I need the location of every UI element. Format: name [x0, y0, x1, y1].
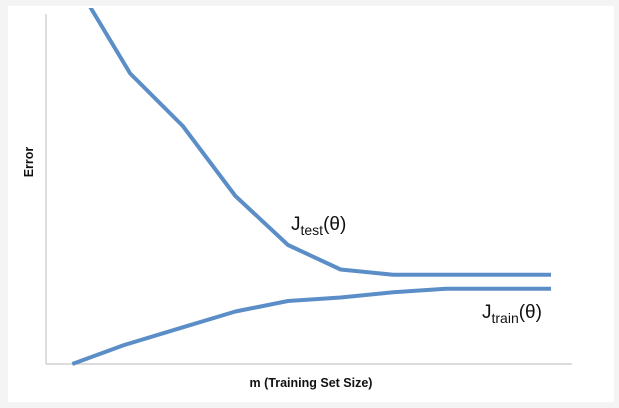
- axes: [45, 14, 572, 365]
- series-line-test: [88, 8, 551, 277]
- series-label-test: Jtest(θ): [291, 214, 346, 238]
- series-line-train: [71, 286, 551, 366]
- series-layer: [71, 8, 551, 366]
- y-axis-title: Error: [22, 147, 36, 178]
- series-labels: Jtest(θ) Jtrain(θ): [291, 214, 542, 326]
- series-label-train: Jtrain(θ): [482, 302, 542, 326]
- x-axis-title: m (Training Set Size): [250, 376, 373, 390]
- chart-figure: [8, 6, 614, 402]
